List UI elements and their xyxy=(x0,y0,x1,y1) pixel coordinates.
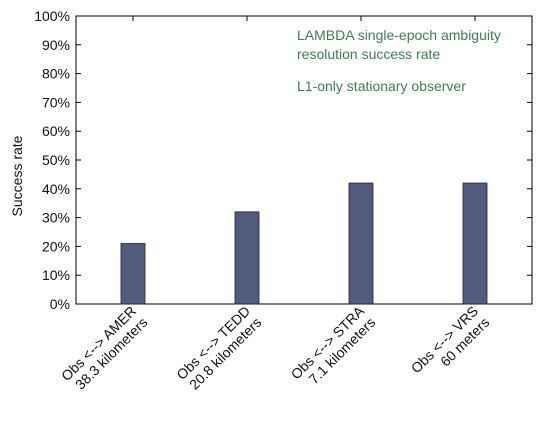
x-tick-label: Obs <--> STRA7.1 kilometers xyxy=(288,302,379,393)
y-tick-label: 40% xyxy=(42,181,70,197)
x-tick-label: Obs <--> AMER38.3 kilometers xyxy=(58,303,150,395)
x-tick-label: Obs <--> TEDD20.8 kilometers xyxy=(173,303,264,394)
y-tick-label: 70% xyxy=(42,94,70,110)
y-tick-label: 80% xyxy=(42,66,70,82)
annotation-line: resolution success rate xyxy=(297,46,440,62)
y-axis-label: Success rate xyxy=(9,135,25,216)
y-tick-label: 0% xyxy=(50,296,70,312)
bar xyxy=(234,211,260,305)
annotation-line: L1-only stationary observer xyxy=(297,78,466,94)
bar xyxy=(462,182,488,305)
bars xyxy=(120,182,488,305)
bar xyxy=(120,243,146,305)
x-axis: Obs <--> AMER38.3 kilometers Obs <--> TED… xyxy=(58,16,493,395)
y-tick-label: 50% xyxy=(42,152,70,168)
y-axis: 0% 10% 20% 30% 40% 50% 60% 70% 80% 90% 100% xyxy=(34,8,532,312)
y-tick-label: 10% xyxy=(42,267,70,283)
annotations: LAMBDA single-epoch ambiguity resolution … xyxy=(297,27,501,94)
annotation-line: LAMBDA single-epoch ambiguity xyxy=(297,27,501,43)
y-tick-label: 100% xyxy=(34,8,70,24)
y-tick-label: 30% xyxy=(42,210,70,226)
y-tick-label: 60% xyxy=(42,123,70,139)
y-tick-label: 90% xyxy=(42,37,70,53)
bar xyxy=(348,182,374,305)
x-tick-label: Obs <--> VRS60 meters xyxy=(408,303,493,388)
y-tick-label: 20% xyxy=(42,238,70,254)
